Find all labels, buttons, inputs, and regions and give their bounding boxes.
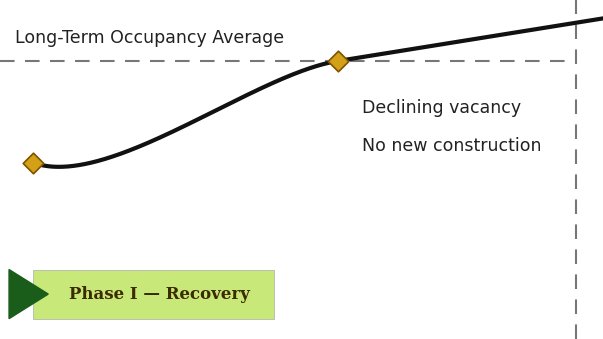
Text: Long-Term Occupancy Average: Long-Term Occupancy Average <box>15 29 284 47</box>
Point <box>28 160 38 165</box>
Text: No new construction: No new construction <box>362 137 541 155</box>
Polygon shape <box>9 270 48 319</box>
Text: Declining vacancy: Declining vacancy <box>362 99 521 118</box>
Text: Phase I — Recovery: Phase I — Recovery <box>69 285 250 303</box>
Bar <box>33 270 274 319</box>
Point <box>333 58 343 64</box>
